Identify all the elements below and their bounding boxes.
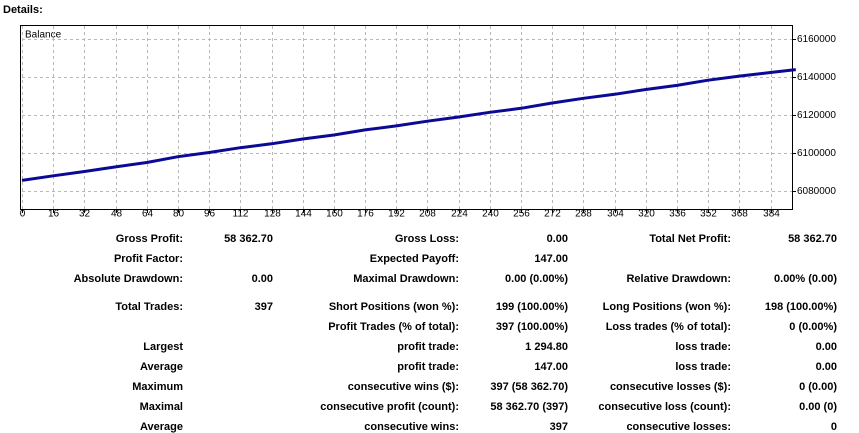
x-tick-label: 160 <box>326 209 343 220</box>
x-tick-label: 112 <box>233 209 249 220</box>
stat-label: consecutive losses: <box>626 421 731 433</box>
x-tick-label: 48 <box>111 209 123 220</box>
stat-value: 0 (0.00) <box>799 381 837 393</box>
stat-label: Largest <box>143 341 183 353</box>
chart-frame <box>20 25 793 210</box>
x-tick-label: 0 <box>20 209 26 220</box>
stat-value: 0 <box>831 421 837 433</box>
x-tick-label: 96 <box>204 209 216 220</box>
stat-label: Total Net Profit: <box>649 233 731 245</box>
stat-value: 0.00 <box>252 273 273 285</box>
stat-label: profit trade: <box>397 341 459 353</box>
stat-label: Maximal <box>140 401 183 413</box>
stat-value: 397 (58 362.70) <box>490 381 568 393</box>
x-tick-label: 80 <box>173 209 185 220</box>
stat-label: loss trade: <box>675 341 731 353</box>
stat-label: Absolute Drawdown: <box>74 273 183 285</box>
stat-value: 0.00 <box>816 361 837 373</box>
y-tick-label: 6100000 <box>797 148 836 159</box>
stat-value: 198 (100.00%) <box>765 301 837 313</box>
x-tick-label: 208 <box>419 209 436 220</box>
x-tick-label: 32 <box>79 209 91 220</box>
y-tick-label: 6140000 <box>797 72 836 83</box>
stat-label: Average <box>140 361 183 373</box>
stat-label: Gross Profit: <box>116 233 183 245</box>
x-tick-label: 288 <box>575 209 592 220</box>
x-tick-label: 336 <box>669 209 686 220</box>
stat-value: 0.00 <box>816 341 837 353</box>
stat-value: 0.00% (0.00) <box>774 273 837 285</box>
x-tick-label: 176 <box>357 209 374 220</box>
x-tick-label: 128 <box>264 209 281 220</box>
stat-value: 397 <box>550 421 568 433</box>
stat-label: Expected Payoff: <box>370 253 459 265</box>
balance-line <box>21 68 796 182</box>
x-tick-label: 256 <box>513 209 530 220</box>
stat-value: 1 294.80 <box>525 341 568 353</box>
stat-label: Loss trades (% of total): <box>606 321 731 333</box>
stat-label: Gross Loss: <box>395 233 459 245</box>
x-tick-label: 192 <box>388 209 405 220</box>
details-title: Details: <box>3 4 43 16</box>
stat-value: 58 362.70 (397) <box>490 401 568 413</box>
x-tick-label: 224 <box>451 209 468 220</box>
x-tick-label: 384 <box>763 209 780 220</box>
stat-label: Profit Trades (% of total): <box>328 321 459 333</box>
stat-value: 397 <box>255 301 273 313</box>
stat-value: 147.00 <box>534 253 568 265</box>
stat-value: 0.00 (0.00%) <box>505 273 568 285</box>
stat-value: 397 (100.00%) <box>496 321 568 333</box>
stat-label: Long Positions (won %): <box>603 301 731 313</box>
x-tick-label: 144 <box>295 209 312 220</box>
stat-value: 0.00 (0) <box>799 401 837 413</box>
stat-label: Profit Factor: <box>114 253 183 265</box>
stat-value: 0.00 <box>547 233 568 245</box>
stat-value: 147.00 <box>534 361 568 373</box>
stat-label: profit trade: <box>397 361 459 373</box>
x-tick-label: 64 <box>142 209 154 220</box>
stat-label: consecutive wins: <box>364 421 459 433</box>
x-tick-label: 16 <box>48 209 60 220</box>
stat-label: Short Positions (won %): <box>329 301 459 313</box>
y-tick-label: 6120000 <box>797 110 836 121</box>
stat-label: consecutive wins ($): <box>348 381 459 393</box>
stat-label: Maximum <box>132 381 183 393</box>
stat-label: Average <box>140 421 183 433</box>
y-tick-label: 6080000 <box>797 186 836 197</box>
stat-label: consecutive profit (count): <box>320 401 459 413</box>
stat-value: 58 362.70 <box>224 233 273 245</box>
stat-value: 199 (100.00%) <box>496 301 568 313</box>
x-tick-label: 352 <box>700 209 717 220</box>
y-tick-label: 6160000 <box>797 34 836 45</box>
x-tick-label: 272 <box>544 209 561 220</box>
stat-label: Total Trades: <box>115 301 183 313</box>
x-tick-label: 368 <box>731 209 748 220</box>
stat-label: consecutive loss (count): <box>598 401 731 413</box>
x-tick-label: 240 <box>482 209 499 220</box>
chart-title: Balance <box>25 30 62 41</box>
stat-label: Maximal Drawdown: <box>353 273 459 285</box>
stat-label: loss trade: <box>675 361 731 373</box>
stat-value: 0 (0.00%) <box>789 321 837 333</box>
stat-value: 58 362.70 <box>788 233 837 245</box>
stat-label: consecutive losses ($): <box>610 381 731 393</box>
x-tick-label: 304 <box>607 209 624 220</box>
x-tick-label: 320 <box>638 209 655 220</box>
stat-label: Relative Drawdown: <box>626 273 731 285</box>
